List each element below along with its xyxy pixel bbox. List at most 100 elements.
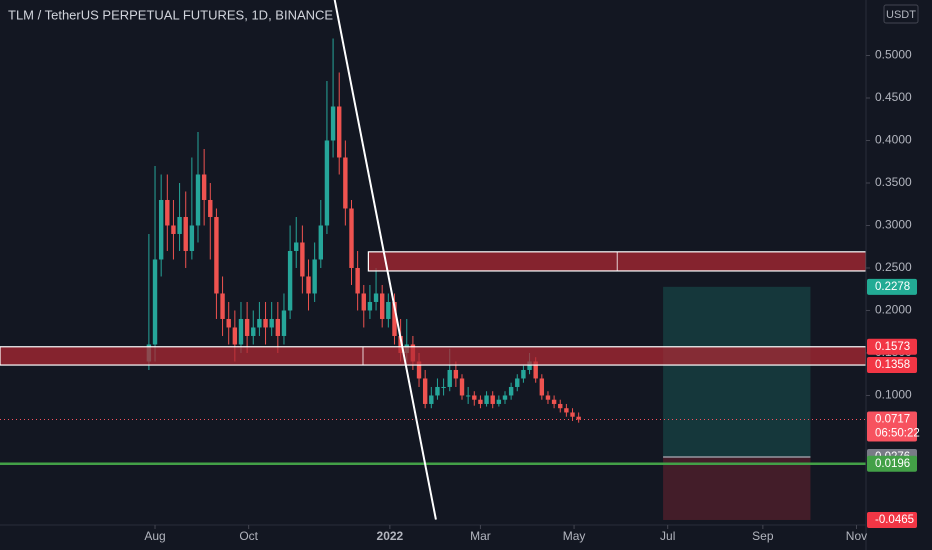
candle-body (398, 335, 403, 353)
candle-body (533, 361, 538, 379)
candle-body (355, 267, 360, 294)
candle-body (195, 174, 201, 226)
plot-area (0, 0, 866, 520)
price-tag (867, 357, 917, 374)
y-tick-label: 0.5000 (875, 48, 912, 62)
axes: 0.10000.15000.20000.25000.30000.35000.40… (144, 48, 919, 543)
trendline (333, 0, 437, 520)
price-tag (867, 338, 917, 355)
zone (0, 346, 866, 366)
price-tag (867, 411, 917, 442)
price-tag-label: 0.1358 (875, 359, 910, 371)
candle-body (361, 293, 366, 311)
candle-body (441, 386, 446, 388)
candle-body (502, 395, 508, 400)
candle-body (300, 242, 305, 277)
x-tick-label: Jul (660, 529, 675, 543)
candle-body (386, 301, 391, 319)
candle-body (343, 157, 348, 209)
candle-body (496, 399, 502, 404)
candle-body (367, 301, 373, 311)
candle-body (453, 369, 459, 379)
candle-body (545, 395, 551, 400)
x-tick-label: Oct (239, 529, 258, 543)
position-stop-zone (663, 457, 811, 520)
candle-body (183, 216, 188, 251)
candle-body (435, 386, 440, 396)
candle-body (527, 361, 532, 370)
candle-body (226, 318, 231, 328)
y-tick-label: 0.4000 (875, 133, 912, 147)
candle-body (539, 378, 545, 396)
candle-body (564, 408, 569, 413)
candle-body (275, 318, 281, 336)
price-tag-label: -0.0465 (875, 514, 914, 526)
candle-body (484, 395, 489, 404)
candle-body (447, 369, 452, 387)
candle-body (459, 378, 465, 396)
candle-body (521, 369, 526, 379)
y-tick-label: 0.3000 (875, 218, 912, 232)
candle-body (177, 216, 182, 234)
candle-body (429, 395, 434, 404)
candle-body (373, 293, 379, 302)
candle-body (576, 416, 581, 420)
currency-label[interactable]: USDT (886, 9, 916, 21)
price-tag-timer: 06:50:22 (875, 428, 920, 440)
currency-box[interactable] (883, 4, 919, 24)
candle-body (238, 318, 244, 345)
candle-body (171, 225, 176, 234)
candle-body (558, 403, 563, 409)
y-tick-label: 0.2000 (875, 303, 912, 317)
candle-body (324, 140, 330, 226)
candle-body (158, 199, 164, 260)
candle-body (208, 199, 213, 217)
candle-body (318, 225, 323, 260)
y-tick-label: 0.3500 (875, 175, 912, 189)
candle-body (392, 301, 397, 336)
x-tick-label: Nov (846, 529, 867, 543)
chart-title: TLM / TetherUS PERPETUAL FUTURES, 1D, BI… (8, 7, 333, 22)
candle-body (244, 318, 250, 336)
candle-body (257, 318, 262, 328)
candle-body (287, 250, 293, 311)
price-tag-label: 0.2278 (875, 281, 910, 293)
y-tick-label: 0.4500 (875, 90, 912, 104)
position-target-zone (663, 286, 811, 458)
candle-body (490, 395, 495, 404)
candle-body (294, 242, 299, 251)
candle-body (472, 395, 477, 400)
x-tick-label: Sep (752, 529, 774, 543)
y-tick-label: 0.1000 (875, 388, 912, 402)
candle-body (269, 318, 274, 328)
candle-body (349, 208, 354, 268)
candle-body (330, 106, 336, 141)
y-tick-label: 0.2500 (875, 260, 912, 274)
price-tag-label: 0.1573 (875, 341, 910, 353)
candle-body (422, 378, 428, 404)
candle-body (306, 276, 311, 294)
price-tag-label: 0.0196 (875, 458, 910, 470)
candle-body (465, 395, 471, 397)
candle-body (551, 399, 557, 404)
price-tag (867, 278, 917, 295)
x-tick-label: Aug (144, 529, 165, 543)
candle-body (232, 327, 238, 345)
candle-body (165, 199, 170, 226)
x-tick-label: May (563, 529, 586, 543)
price-tag (867, 455, 917, 472)
candle-body (478, 399, 483, 404)
candle-body (312, 259, 317, 294)
candle-body (251, 327, 256, 336)
candle-body (379, 293, 385, 319)
x-tick-label: Mar (470, 529, 491, 543)
candle-body (214, 216, 219, 294)
price-tag (867, 511, 917, 528)
candle-body (515, 378, 520, 387)
candle-body (416, 361, 422, 379)
candle-body (220, 293, 225, 319)
candle-body (570, 412, 575, 417)
candle-body (263, 318, 268, 328)
